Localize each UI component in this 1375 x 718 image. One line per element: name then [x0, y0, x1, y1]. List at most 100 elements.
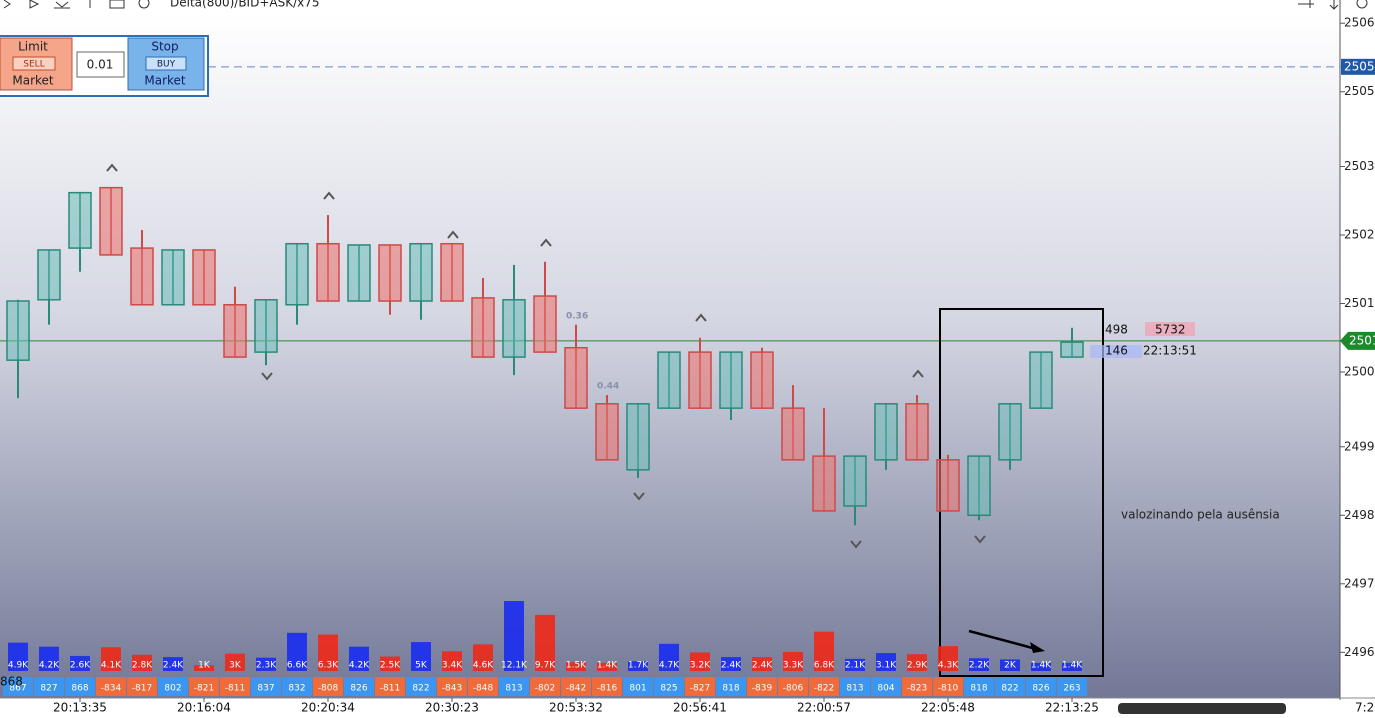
volume-label: 2.4K: [163, 661, 184, 671]
swing-marker: [633, 492, 645, 501]
volume-label: 4.1K: [101, 661, 122, 671]
candle-body: [874, 403, 898, 461]
delta-label: 826: [350, 684, 367, 694]
delta-cell: [96, 677, 126, 696]
tool-icon[interactable]: [3, 0, 11, 9]
y-tick-label: 24993: [1344, 439, 1375, 453]
y-tick-label: 25050: [1344, 84, 1375, 98]
buy-market-label[interactable]: Market: [144, 74, 186, 88]
x-tick-label: 22:05:48: [921, 701, 975, 715]
candle-body: [626, 403, 650, 471]
tool-icon[interactable]: [138, 0, 150, 9]
bid-volume: 146: [1105, 344, 1128, 358]
candle-body: [37, 249, 61, 301]
delta-label: 818: [722, 684, 739, 694]
volume-bar: [721, 657, 741, 671]
buy-label[interactable]: BUY: [157, 60, 176, 70]
sell-market-label[interactable]: Market: [12, 74, 54, 88]
scrollbar[interactable]: [1118, 703, 1286, 714]
delta-cell: [747, 677, 777, 696]
sell-label[interactable]: SELL: [23, 60, 44, 70]
y-tick-label: 25016: [1344, 296, 1375, 310]
volume-bar: [101, 647, 121, 671]
delta-cell: [902, 677, 932, 696]
delta-cell: [840, 677, 870, 696]
candle-body: [471, 297, 495, 358]
volume-bar: [597, 662, 617, 671]
volume-bar: [473, 644, 493, 671]
volume-label: 12.1K: [501, 661, 528, 671]
quantity-value[interactable]: 0.01: [87, 58, 114, 72]
current-price-label: 25010: [1349, 333, 1375, 347]
volume-label: 2.3K: [256, 661, 277, 671]
quantity-input[interactable]: [76, 51, 125, 78]
delta-label: 837: [257, 684, 274, 694]
x-tick-label: 20:13:35: [53, 701, 107, 715]
candle-body: [564, 346, 588, 409]
volume-label: 3K: [229, 661, 242, 671]
delta-cell: [654, 677, 684, 696]
info-highlight: [1090, 345, 1142, 358]
volume-bar: [442, 651, 462, 671]
buy-tag[interactable]: [145, 56, 187, 71]
candle-body: [1060, 341, 1084, 358]
current-price-box: [1340, 331, 1375, 350]
volume-label: 4.9K: [8, 661, 29, 671]
order-panel: Limit SELL Market 0.01 Stop BUY Market: [0, 35, 209, 97]
delta-label: 801: [629, 684, 646, 694]
volume-label: 6.8K: [814, 661, 835, 671]
candle-body: [130, 247, 154, 306]
tool-icon[interactable]: [1356, 0, 1368, 9]
volume-label: 2.2K: [969, 661, 990, 671]
volume-label: 2.1K: [845, 661, 866, 671]
volume-label: 6.6K: [287, 661, 308, 671]
volume-label: 2.4K: [721, 661, 742, 671]
volume-label: 1.7K: [628, 661, 649, 671]
candle-body: [378, 244, 402, 302]
candle-body: [533, 295, 557, 353]
delta-cell: [499, 677, 529, 696]
delta-label: 813: [846, 684, 863, 694]
buy-stop-label[interactable]: Stop: [151, 40, 178, 54]
volume-bar: [845, 658, 865, 671]
volume-bar: [814, 631, 834, 671]
candle-body: [223, 304, 247, 358]
x-tick-label: 20:30:23: [425, 701, 479, 715]
volume-bar: [659, 643, 679, 671]
delta-label: -806: [783, 684, 804, 694]
volume-bar: [8, 642, 28, 671]
volume-bar: [132, 654, 152, 671]
delta-label: -842: [566, 684, 586, 694]
delta-cell: [871, 677, 901, 696]
tool-icon[interactable]: [54, 1, 70, 9]
delta-cell: [3, 677, 33, 696]
candle-body: [68, 191, 92, 249]
tool-icon[interactable]: [29, 0, 40, 9]
tool-icon[interactable]: [1329, 0, 1339, 10]
delta-label: -808: [318, 684, 339, 694]
delta-cell: [65, 677, 95, 696]
tool-icon[interactable]: [109, 0, 125, 9]
delta-label: -811: [225, 684, 245, 694]
sell-limit-label[interactable]: Limit: [18, 40, 48, 54]
volume-axis-label: 868: [0, 675, 23, 689]
delta-label: 813: [505, 684, 522, 694]
candle-body: [781, 407, 805, 461]
candle-body: [719, 351, 743, 409]
candle-body: [688, 351, 712, 409]
tool-icon[interactable]: [1298, 0, 1314, 8]
x-tick-label: 20:53:32: [549, 701, 603, 715]
y-tick-label: 25027: [1344, 228, 1375, 242]
delta-cell: [406, 677, 436, 696]
volume-bar: [287, 632, 307, 671]
volume-label: 4.7K: [659, 661, 680, 671]
candle-body: [905, 403, 929, 461]
volume-bar: [783, 651, 803, 671]
delta-label: -816: [597, 684, 618, 694]
volume-label: 2.6K: [70, 661, 91, 671]
sell-tag[interactable]: [12, 56, 56, 71]
delta-cell: [344, 677, 374, 696]
candle-body: [967, 455, 991, 517]
